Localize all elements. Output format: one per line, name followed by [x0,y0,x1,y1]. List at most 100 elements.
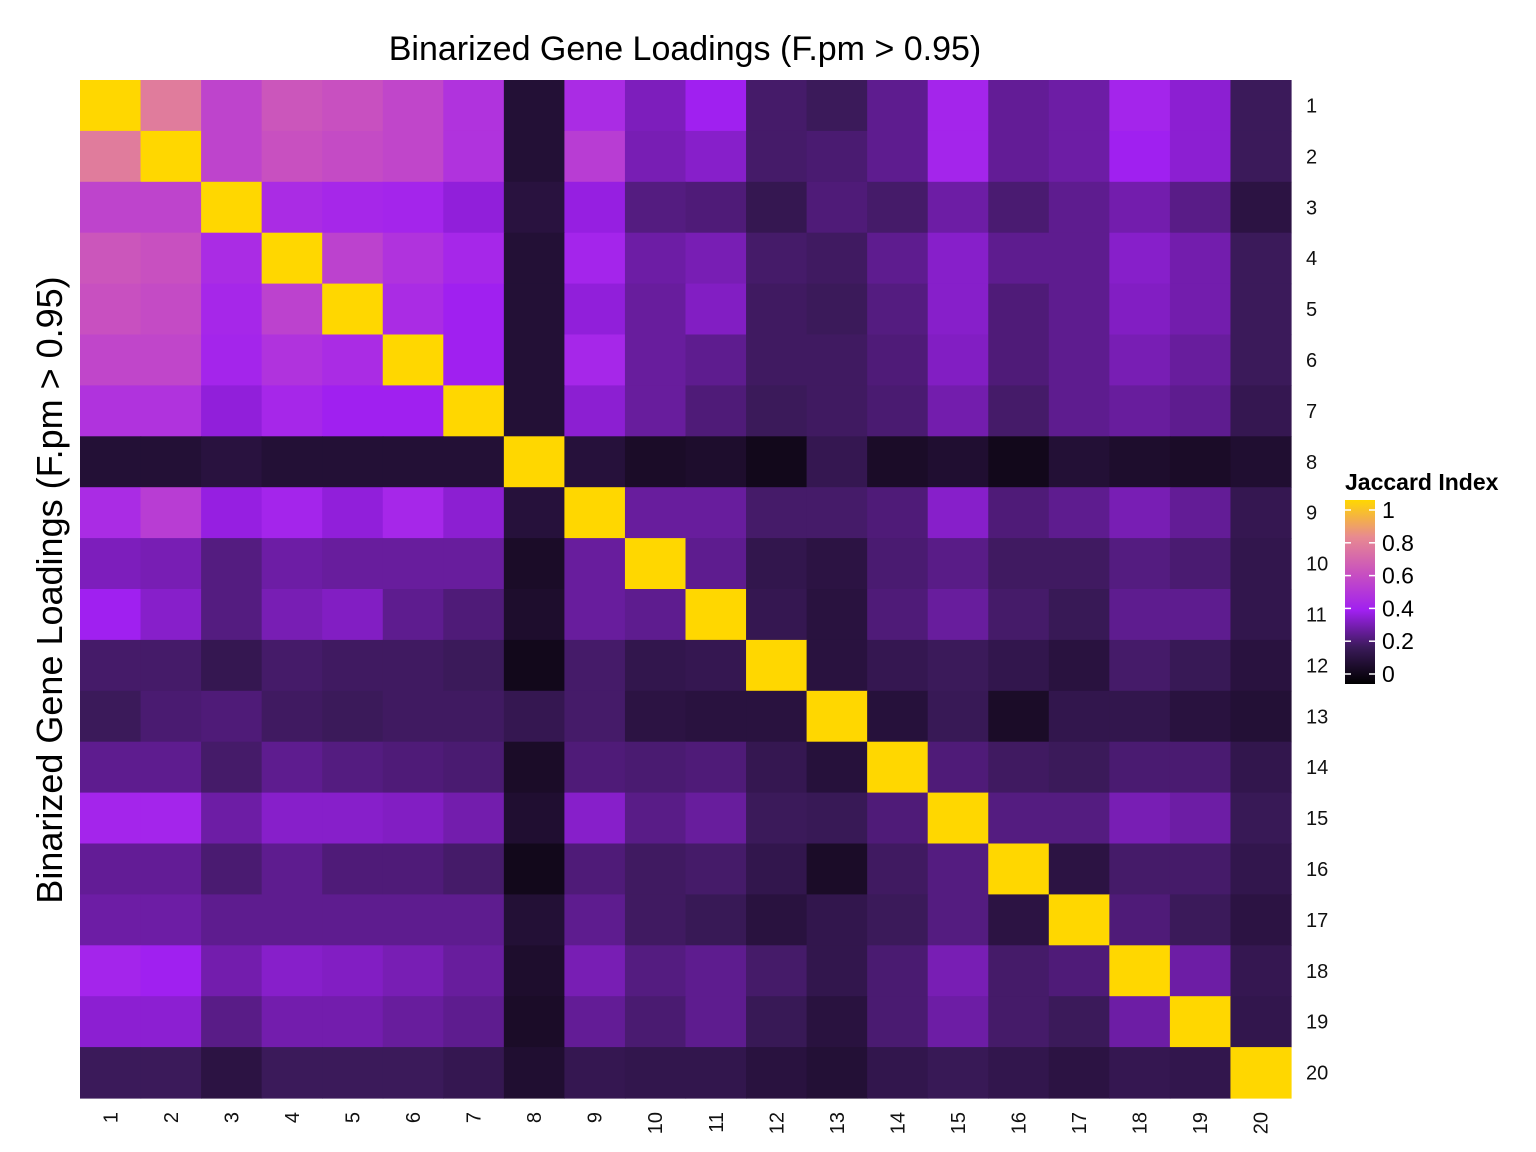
heatmap-cell [1169,232,1232,285]
heatmap-cell [746,130,808,183]
heatmap-cell [201,996,263,1048]
heatmap-cell [624,741,687,794]
heatmap-cell [382,436,444,488]
heatmap-cell [322,894,384,946]
x-tick-label: 10 [645,1112,667,1134]
y-tick-label: 2 [1306,146,1317,168]
heatmap-cell [867,436,929,488]
heatmap-cell [624,589,687,641]
heatmap-cell [564,181,626,234]
heatmap-cell [564,283,626,336]
heatmap-cell [685,945,747,997]
y-tick-label: 7 [1306,401,1317,423]
heatmap-cell [927,385,989,437]
heatmap-cell [382,1047,444,1099]
heatmap-cell [746,487,808,539]
x-tick-label: 14 [887,1112,909,1134]
heatmap-cell [443,232,505,285]
heatmap-cell [746,80,808,132]
heatmap-cell [867,741,929,794]
heatmap-cell [1230,894,1292,946]
y-tick-label: 12 [1306,655,1328,677]
heatmap-cell [624,436,687,488]
heatmap-cell [746,232,808,285]
heatmap-cell [564,538,626,590]
heatmap-cell [322,232,384,285]
heatmap-cell [685,130,747,183]
heatmap-cell [382,894,444,946]
heatmap-cell [80,792,142,845]
heatmap-cell [1230,181,1292,234]
heatmap-cell [503,894,565,946]
heatmap-cell [1048,945,1110,997]
heatmap-cell [322,181,384,234]
heatmap-cell [443,843,505,895]
heatmap-cell [1230,1047,1292,1099]
heatmap-cell [927,996,989,1048]
heatmap-cell [80,690,142,743]
heatmap-cell [1230,589,1292,641]
heatmap-cell [140,385,202,437]
heatmap-cell [564,639,626,692]
heatmap-cell [746,1047,808,1099]
heatmap-cell [322,283,384,336]
heatmap-cell [564,130,626,183]
heatmap-cell [80,1047,142,1099]
x-tick-label: 20 [1251,1112,1273,1134]
heatmap-cell [746,996,808,1048]
heatmap-cell [624,690,687,743]
heatmap-cell [503,283,565,336]
heatmap-cell [382,232,444,285]
y-tick-label: 4 [1306,248,1317,270]
y-tick-label: 18 [1306,961,1328,983]
heatmap-cell [80,589,142,641]
heatmap-cell [746,436,808,488]
heatmap-cell [443,894,505,946]
heatmap-cell [867,996,929,1048]
heatmap-cell [685,334,747,386]
heatmap-cell [322,1047,384,1099]
y-tick-label: 20 [1306,1063,1328,1085]
heatmap-cell [443,792,505,845]
heatmap-cell [201,894,263,946]
heatmap-cell [1169,334,1232,386]
legend-title: Jaccard Index [1345,469,1499,495]
heatmap-cell [624,792,687,845]
heatmap-cell [1169,589,1232,641]
heatmap-cell [1169,181,1232,234]
heatmap-cell [261,589,323,641]
heatmap-cell [261,283,323,336]
heatmap-cell [685,538,747,590]
heatmap-cell [503,232,565,285]
heatmap-cell [322,639,384,692]
heatmap-cell [1230,334,1292,386]
heatmap-cell [1230,130,1292,183]
heatmap-cell [564,1047,626,1099]
heatmap-cell [382,385,444,437]
y-tick-label: 8 [1306,452,1317,474]
heatmap-cell [80,232,142,285]
heatmap-cell [806,487,868,539]
heatmap-cell [443,589,505,641]
heatmap-cell [564,232,626,285]
heatmap-cell [1109,639,1171,692]
heatmap-cell [624,385,687,437]
heatmap-cell [503,181,565,234]
heatmap-cell [382,945,444,997]
heatmap-cell [806,843,868,895]
heatmap-cell [1109,1047,1171,1099]
heatmap-cell [261,181,323,234]
heatmap-cell [988,130,1050,183]
heatmap-cell [322,792,384,845]
heatmap-cell [140,334,202,386]
heatmap-cell [443,130,505,183]
heatmap-cell [927,130,989,183]
x-tick-label: 18 [1130,1112,1152,1134]
x-tick-label: 6 [403,1112,425,1123]
heatmap-cell [322,334,384,386]
heatmap-cell [806,232,868,285]
heatmap-cell [867,283,929,336]
heatmap-cell [927,487,989,539]
heatmap-cell [503,741,565,794]
heatmap-cell [746,283,808,336]
